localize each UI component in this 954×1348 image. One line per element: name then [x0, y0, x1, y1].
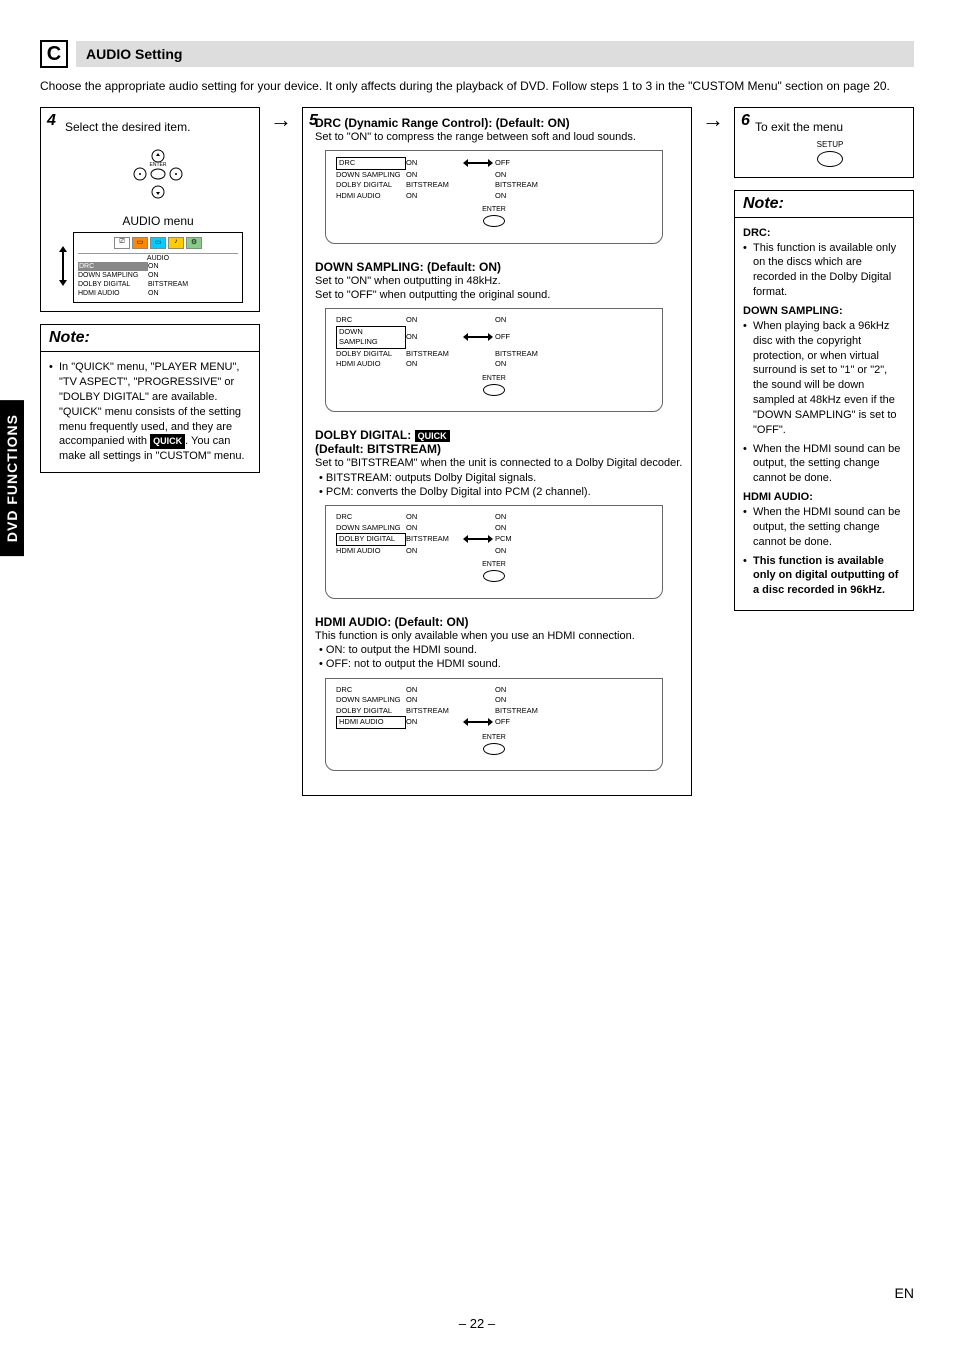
main-layout: 4 Select the desired item. ENTER AUDIO m…: [40, 107, 914, 797]
mini-menu: DRCONOFFDOWN SAMPLINGONONDOLBY DIGITALBI…: [325, 150, 663, 244]
step4-num: 4: [47, 112, 56, 130]
menu-tab-icons: ⎚▭▭♪⚙: [78, 237, 238, 249]
side-tab: DVD FUNCTIONS: [0, 400, 24, 556]
section-title: AUDIO Setting: [76, 41, 914, 67]
step4-text: Select the desired item.: [65, 120, 251, 134]
note-left-header: Note:: [41, 325, 259, 352]
step4-box: 4 Select the desired item. ENTER AUDIO m…: [40, 107, 260, 312]
setting-title: DOLBY DIGITAL: QUICK(Default: BITSTREAM): [315, 428, 683, 456]
dpad-icon: ENTER: [65, 144, 251, 204]
step6-num: 6: [741, 112, 750, 130]
setting-block: DOLBY DIGITAL: QUICK(Default: BITSTREAM)…: [315, 428, 683, 598]
setting-desc: Set to "ON" when outputting in 48kHz.Set…: [315, 274, 683, 303]
flow-arrow-1: →: [270, 107, 292, 133]
step5-box: 5 DRC (Dynamic Range Control): (Default:…: [302, 107, 692, 797]
note-right-body: DRC:This function is available only on t…: [735, 218, 913, 610]
section-letter: C: [40, 40, 68, 68]
setting-block: DRC (Dynamic Range Control): (Default: O…: [315, 116, 683, 244]
intro-text: Choose the appropriate audio setting for…: [40, 78, 914, 95]
enter-button-icon: ENTER: [336, 205, 652, 231]
svg-text:ENTER: ENTER: [150, 162, 167, 168]
setting-block: DOWN SAMPLING: (Default: ON) Set to "ON"…: [315, 260, 683, 413]
note-right-header: Note:: [735, 191, 913, 218]
menu-header: AUDIO: [78, 253, 238, 262]
setting-block: HDMI AUDIO: (Default: ON) This function …: [315, 615, 683, 771]
step6-box: 6 To exit the menu SETUP: [734, 107, 914, 178]
page-number: – 22 –: [40, 1316, 914, 1331]
setting-desc: Set to "ON" to compress the range betwee…: [315, 130, 683, 144]
setting-title: DRC (Dynamic Range Control): (Default: O…: [315, 116, 683, 130]
enter-button-icon: ENTER: [336, 733, 652, 759]
note-right: Note: DRC:This function is available onl…: [734, 190, 914, 611]
page-lang: EN: [895, 1285, 914, 1301]
note-left: Note: •In "QUICK" menu, "PLAYER MENU", "…: [40, 324, 260, 473]
flow-arrow-2: →: [702, 107, 724, 133]
updown-arrow-icon: [56, 244, 70, 290]
audio-menu-preview: ⎚▭▭♪⚙ AUDIO DRCONDOWN SAMPLINGONDOLBY DI…: [73, 232, 243, 303]
mini-menu: DRCONONDOWN SAMPLINGONONDOLBY DIGITALBIT…: [325, 505, 663, 599]
setup-button-icon: [817, 151, 843, 167]
section-header: C AUDIO Setting: [40, 40, 914, 68]
note-left-body: •In "QUICK" menu, "PLAYER MENU", "TV ASP…: [41, 352, 259, 472]
setting-title: HDMI AUDIO: (Default: ON): [315, 615, 683, 629]
enter-button-icon: ENTER: [336, 374, 652, 400]
mini-menu: DRCONONDOWN SAMPLINGONONDOLBY DIGITALBIT…: [325, 678, 663, 772]
quick-badge: QUICK: [150, 434, 185, 448]
enter-button-icon: ENTER: [336, 560, 652, 586]
mini-menu: DRCONONDOWN SAMPLINGONOFFDOLBY DIGITALBI…: [325, 308, 663, 412]
audio-menu-label: AUDIO menu: [65, 214, 251, 228]
setup-label: SETUP: [755, 140, 905, 149]
setting-desc: Set to "BITSTREAM" when the unit is conn…: [315, 456, 683, 499]
setting-title: DOWN SAMPLING: (Default: ON): [315, 260, 683, 274]
step5-num: 5: [309, 112, 318, 130]
setting-desc: This function is only available when you…: [315, 629, 683, 672]
step6-text: To exit the menu: [755, 120, 905, 134]
